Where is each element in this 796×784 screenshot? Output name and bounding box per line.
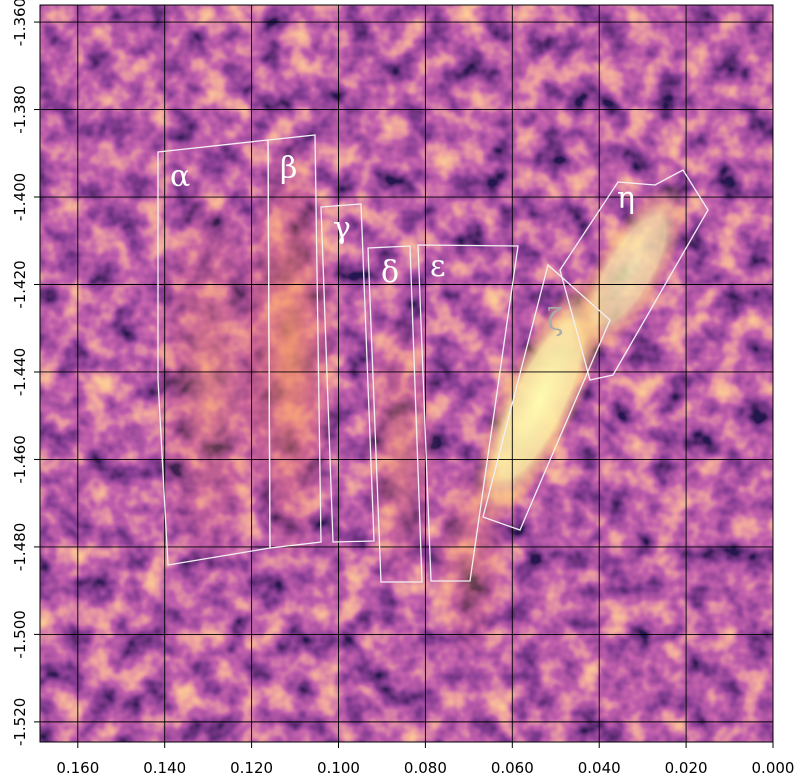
y-tick-label: -1.380	[11, 85, 29, 133]
x-tick-label: 0.100	[317, 759, 360, 777]
region-label: β	[280, 151, 297, 186]
chart: α β γ δ ε ζ η 0.160 0.140 0.120 0.100 0.080 0…	[0, 0, 796, 784]
y-tick-label: -1.440	[11, 348, 29, 396]
x-tick-label: 0.160	[56, 759, 99, 777]
x-tick-label: 0.040	[578, 759, 621, 777]
y-tick-label: -1.360	[11, 0, 29, 46]
region-label: δ	[381, 255, 399, 290]
x-tick-label: 0.120	[230, 759, 273, 777]
x-tick-label: 0.020	[665, 759, 708, 777]
y-tick-label: -1.460	[11, 435, 29, 483]
x-tick-label: 0.140	[143, 759, 186, 777]
y-tick-label: -1.400	[11, 173, 29, 221]
sky-image	[40, 5, 773, 742]
y-tick-label: -1.500	[11, 610, 29, 658]
x-tick-label: 0.080	[404, 759, 447, 777]
region-label: γ	[333, 211, 351, 246]
region-label: η	[617, 181, 635, 216]
y-tick-label: -1.480	[11, 523, 29, 571]
x-tick-label: 0.060	[491, 759, 534, 777]
region-label: ζ	[547, 303, 563, 338]
y-tick-label: -1.420	[11, 260, 29, 308]
y-tick-label: -1.520	[11, 698, 29, 746]
region-label: ε	[430, 249, 446, 284]
region-label: α	[170, 159, 190, 194]
page: α β γ δ ε ζ η 0.160 0.140 0.120 0.100 0.080 0…	[0, 0, 796, 784]
x-tick-label: 0.000	[752, 759, 795, 777]
